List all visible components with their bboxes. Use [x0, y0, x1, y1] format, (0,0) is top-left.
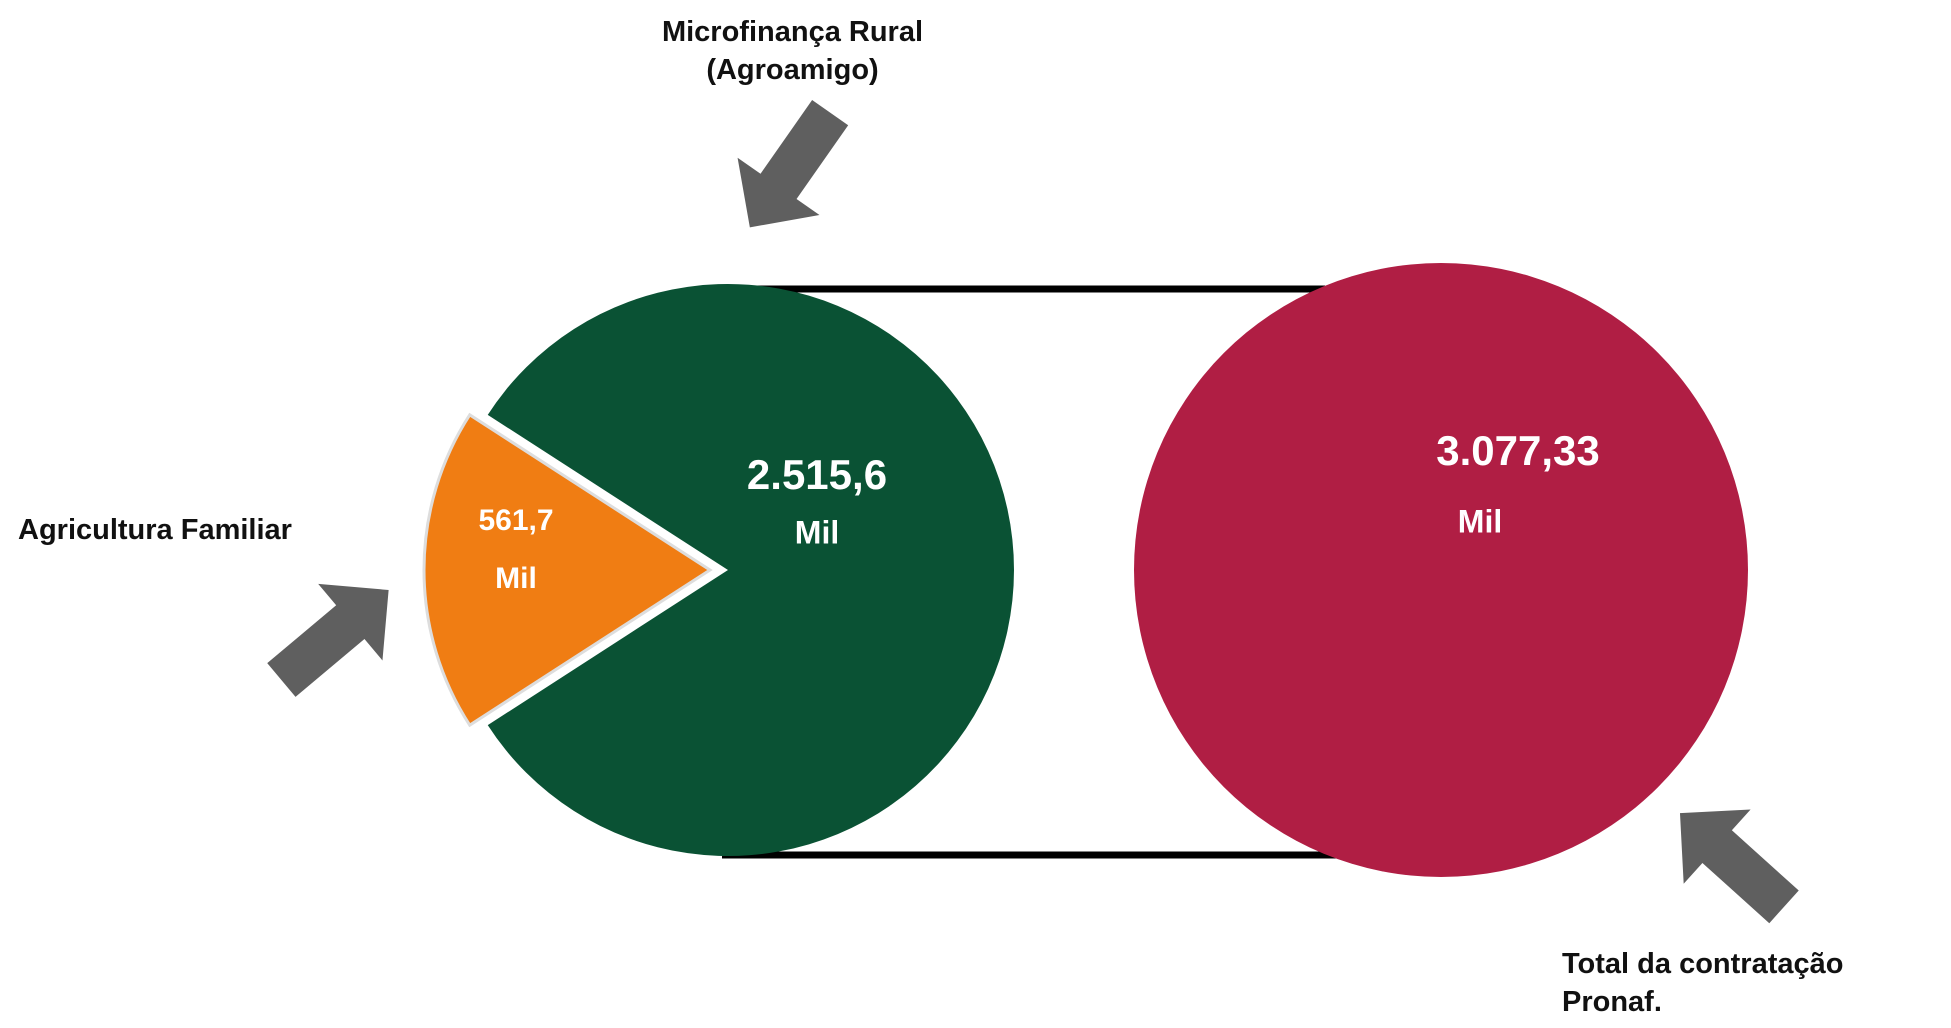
category-label: Agricultura Familiar	[18, 514, 292, 546]
unit-label: Mil	[795, 514, 839, 550]
pie-slice	[422, 412, 713, 728]
total-circle	[1134, 263, 1748, 877]
arrow	[267, 583, 389, 697]
arrow	[1679, 809, 1799, 924]
value-label: 561,7	[478, 504, 553, 537]
total-label: Total da contratação Pronaf.	[1562, 948, 1844, 1018]
unit-label: Mil	[495, 562, 537, 595]
total-value-label: 3.077,33	[1436, 427, 1600, 474]
unit-label: Mil	[1458, 503, 1502, 539]
value-label: 2.515,6	[747, 451, 887, 498]
pie-slice	[487, 284, 1014, 857]
arrow	[737, 100, 849, 228]
category-label: Microfinança Rural (Agroamigo)	[661, 16, 924, 86]
arrows	[267, 100, 1799, 924]
